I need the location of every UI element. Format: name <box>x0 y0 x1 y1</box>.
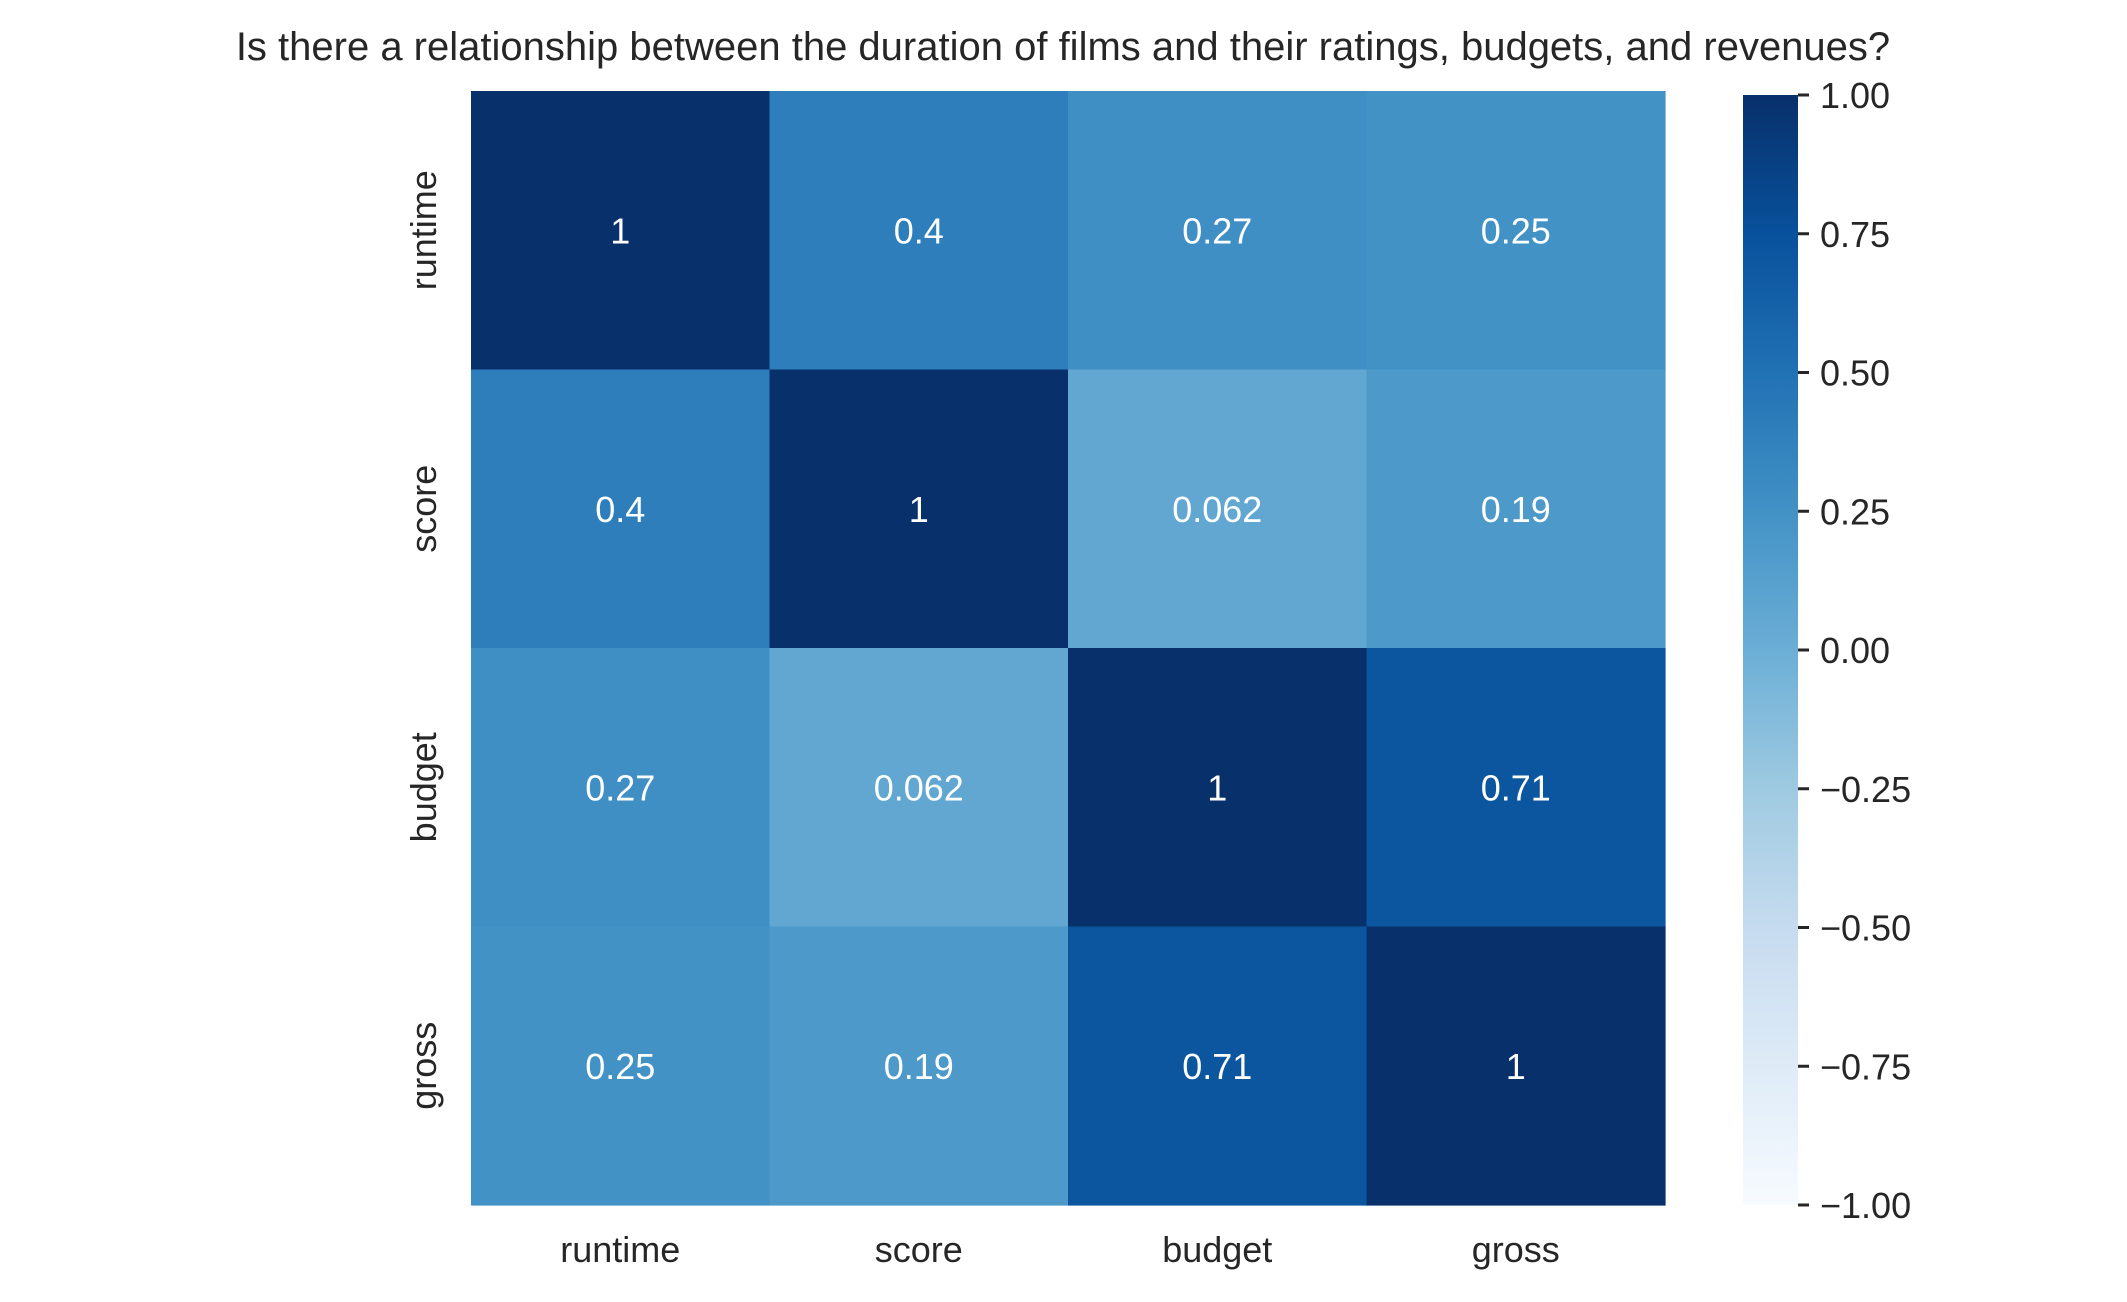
heatmap-cell-budget-budget <box>1068 648 1368 928</box>
heatmap-cells <box>471 91 1666 1206</box>
heatmap-cell-runtime-budget <box>1068 91 1368 371</box>
chart-title: Is there a relationship between the dura… <box>236 25 1890 69</box>
cell-annotation-score-gross: 0.19 <box>1481 489 1551 530</box>
colorbar-tick-label: −1.00 <box>1820 1185 1911 1226</box>
colorbar-tick-label: −0.25 <box>1820 769 1911 810</box>
y-axis: runtime score budget gross <box>403 170 444 1110</box>
cell-annotation-gross-runtime: 0.25 <box>585 1046 655 1087</box>
cell-annotation-runtime-score: 0.4 <box>894 210 944 251</box>
cell-annotation-score-budget: 0.062 <box>1172 489 1262 530</box>
heatmap-cell-score-gross <box>1366 369 1666 649</box>
heatmap-cell-score-runtime <box>471 369 771 649</box>
y-tick-label-score: score <box>403 465 444 553</box>
heatmap-cell-budget-score <box>769 648 1069 928</box>
colorbar-gradient <box>1743 95 1798 1205</box>
heatmap-cell-score-budget <box>1068 369 1368 649</box>
cell-annotation-runtime-runtime: 1 <box>610 210 630 251</box>
x-tick-label-score: score <box>875 1229 963 1270</box>
cell-annotation-budget-gross: 0.71 <box>1481 767 1551 808</box>
cell-annotations: 1 0.4 0.27 0.25 0.4 1 0.062 0.19 0.27 0.062 1 0.71 0… <box>585 210 1551 1087</box>
heatmap-cell-budget-gross <box>1366 648 1666 928</box>
heatmap-cell-runtime-runtime <box>471 91 771 371</box>
cell-annotation-runtime-budget: 0.27 <box>1182 210 1252 251</box>
heatmap-cell-gross-score <box>769 926 1069 1206</box>
cell-annotation-budget-runtime: 0.27 <box>585 767 655 808</box>
heatmap-cell-gross-runtime <box>471 926 771 1206</box>
cell-annotation-gross-gross: 1 <box>1506 1046 1526 1087</box>
x-tick-label-gross: gross <box>1472 1229 1560 1270</box>
colorbar-tick-label: 0.25 <box>1820 491 1890 532</box>
heatmap-cell-budget-runtime <box>471 648 771 928</box>
y-tick-label-runtime: runtime <box>403 170 444 290</box>
cell-annotation-gross-score: 0.19 <box>884 1046 954 1087</box>
heatmap-cell-score-score <box>769 369 1069 649</box>
colorbar-tick-label: 0.75 <box>1820 214 1890 255</box>
heatmap-cell-runtime-gross <box>1366 91 1666 371</box>
heatmap-cell-gross-gross <box>1366 926 1666 1206</box>
x-tick-label-runtime: runtime <box>560 1229 680 1270</box>
heatmap-cell-runtime-score <box>769 91 1069 371</box>
colorbar-tick-label: 1.00 <box>1820 75 1890 116</box>
cell-annotation-budget-score: 0.062 <box>874 767 964 808</box>
colorbar: 1.00 0.75 0.50 0.25 0.00 −0.25 −0.50 −0.75 −1.00 <box>1743 75 1911 1226</box>
cell-annotation-budget-budget: 1 <box>1207 767 1227 808</box>
cell-annotation-score-runtime: 0.4 <box>595 489 645 530</box>
colorbar-tick-label: 0.50 <box>1820 353 1890 394</box>
heatmap-cell-gross-budget <box>1068 926 1368 1206</box>
cell-annotation-score-score: 1 <box>909 489 929 530</box>
x-axis: runtime score budget gross <box>560 1229 1560 1270</box>
cell-annotation-runtime-gross: 0.25 <box>1481 210 1551 251</box>
colorbar-tick-label: −0.75 <box>1820 1046 1911 1087</box>
y-tick-label-budget: budget <box>403 732 444 842</box>
x-tick-label-budget: budget <box>1162 1229 1272 1270</box>
colorbar-tick-label: −0.50 <box>1820 908 1911 949</box>
colorbar-tick-label: 0.00 <box>1820 630 1890 671</box>
cell-annotation-gross-budget: 0.71 <box>1182 1046 1252 1087</box>
y-tick-label-gross: gross <box>403 1022 444 1110</box>
